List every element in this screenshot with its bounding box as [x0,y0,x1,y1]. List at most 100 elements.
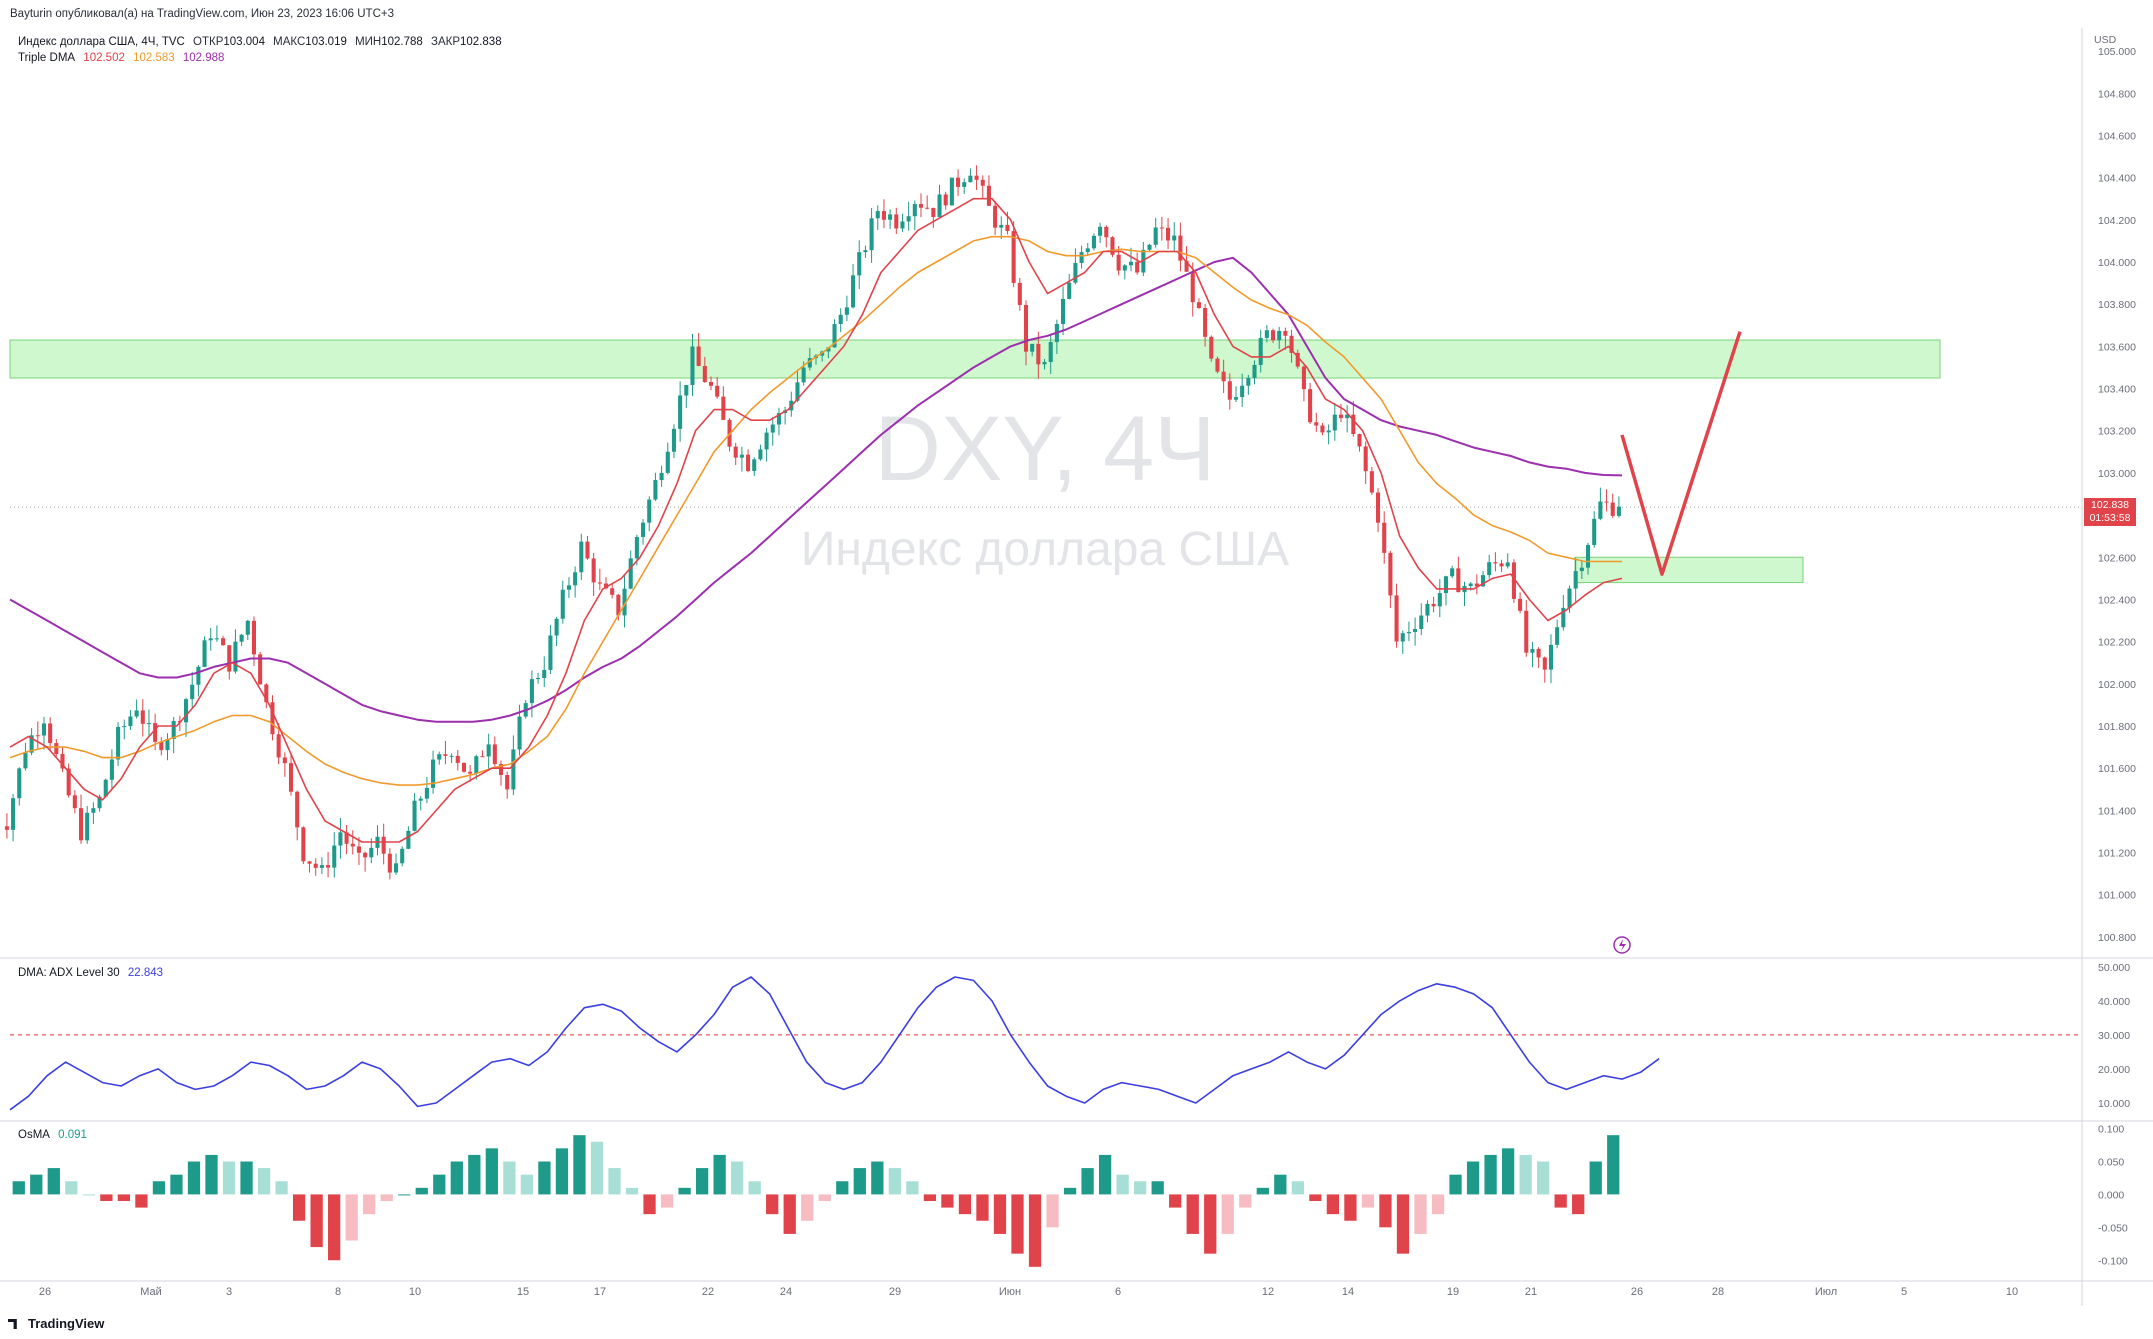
time-tick-label: 28 [1712,1286,1724,1298]
candle-up [41,723,47,736]
candle-up [1450,568,1455,577]
candle-up [17,768,22,799]
candle-up [1172,235,1177,241]
price-tick-label: 102.000 [2098,679,2136,691]
candle-up [190,684,195,700]
candle-up [1098,226,1103,236]
candle-down [363,852,368,858]
candle-down [505,774,510,790]
price-tick-label: 101.800 [2098,721,2136,733]
candle-up [11,798,16,830]
candle-up [1258,337,1263,365]
osma-bar [1361,1194,1375,1208]
candle-up [109,759,114,780]
candle-down [1221,371,1226,382]
candle-up [418,798,423,801]
candle-up [1042,361,1047,365]
candle-down [1363,446,1368,472]
candle-up [1073,262,1078,283]
candle-up [431,759,436,788]
time-tick-label: 24 [780,1286,792,1298]
candle-down [1215,358,1220,372]
low-label: МИН [355,36,382,48]
price-tick-label: 101.000 [2098,890,2136,902]
osma-bar [731,1161,744,1195]
osma-bar [1151,1181,1164,1195]
candle-up [641,522,646,537]
candle-down [153,723,158,742]
candle-up [103,779,108,797]
candle-up [202,640,207,667]
candle-up [888,214,893,220]
osma-bar [65,1181,78,1195]
symbol-legend[interactable]: Индекс доллара США, 4Ч, TVC ОТКР103.004 … [18,36,507,48]
candle-up [875,211,880,219]
candle-up [968,175,973,183]
adx-label: DMA: ADX Level 30 [18,967,120,979]
candle-up [208,638,213,641]
candle-down [1271,330,1276,341]
osma-tick-label: -0.100 [2098,1255,2128,1267]
osma-bar [222,1161,236,1195]
candle-down [140,710,145,724]
candle-down [591,558,596,583]
candle-up [1530,648,1535,653]
candle-down [980,179,985,186]
candle-down [301,827,306,862]
candle-down [1456,568,1461,593]
candle-down [1178,235,1183,261]
time-tick-label: 19 [1447,1286,1459,1298]
osma-bar [1309,1194,1322,1201]
osma-bar [1466,1161,1480,1195]
candle-up [776,413,781,425]
time-tick-label: 6 [1115,1286,1121,1298]
candle-up [1413,629,1418,632]
candle-up [511,749,516,790]
candle-down [1511,562,1516,599]
adx-legend[interactable]: DMA: ADX Level 30 22.843 [18,967,168,979]
high-value: 103.019 [305,36,347,48]
candle-down [1604,501,1609,503]
osma-bar [625,1187,639,1195]
osma-tick-label: 0.000 [2098,1189,2124,1201]
candle-up [678,395,683,429]
candle-up [869,218,874,251]
osma-bar [1256,1187,1269,1195]
osma-bar [1572,1194,1585,1215]
candle-up [764,432,769,450]
time-tick-label: 29 [889,1286,901,1298]
osma-legend[interactable]: OsMA 0.091 [18,1129,92,1141]
candle-down [4,826,9,830]
candle-up [165,739,170,751]
candle-up [319,865,324,868]
candle-up [906,216,911,222]
time-tick-label: 8 [335,1286,341,1298]
candle-down [1283,330,1288,336]
osma-bar [1239,1194,1252,1208]
time-tick-label: 22 [702,1286,714,1298]
osma-tick-label: 0.050 [2098,1157,2124,1169]
osma-bar [117,1194,131,1201]
tradingview-logo[interactable]: TradingView [8,1316,104,1331]
adx-line [9,976,1660,1111]
price-tick-label: 103.600 [2098,341,2136,353]
candle-down [746,454,751,472]
osma-bar [1396,1194,1410,1254]
candle-up [628,558,633,589]
watermark-ticker: DXY, 4Ч [875,398,1216,500]
candle-down [881,211,886,220]
watermark-name: Индекс доллара США [801,523,1289,576]
candle-down [1394,595,1399,642]
osma-bar [888,1168,901,1195]
candle-up [486,744,491,757]
time-tick-label: 5 [1901,1286,1907,1298]
candle-down [1536,648,1541,658]
indicator-legend[interactable]: Triple DMA 102.502 102.583 102.988 [18,52,229,64]
candle-down [1190,271,1195,303]
candle-up [838,314,843,325]
candle-down [1295,352,1300,367]
candle-up [851,275,856,308]
candle-up [739,454,744,458]
osma-bar [1081,1168,1094,1195]
